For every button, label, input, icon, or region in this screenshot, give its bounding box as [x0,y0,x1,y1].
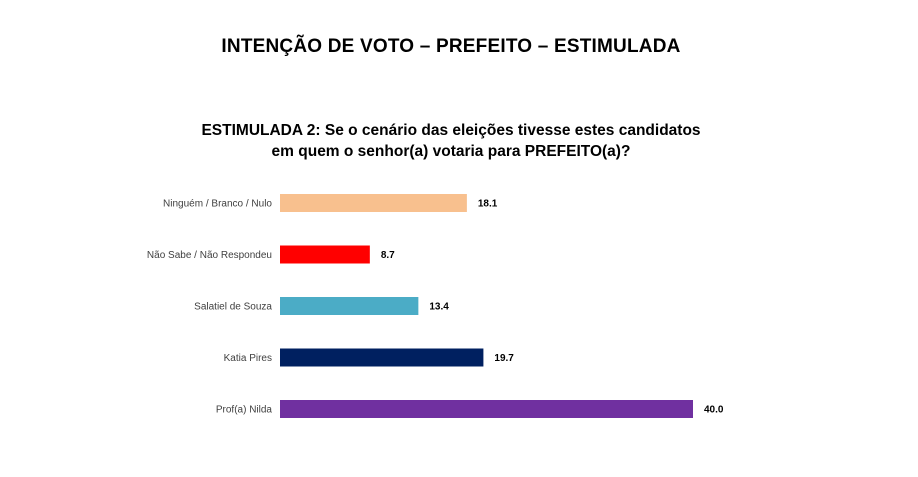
value-label-ninguem-branco-nulo: 18.1 [478,199,498,210]
page-title: INTENÇÃO DE VOTO – PREFEITO – ESTIMULADA [221,36,681,57]
category-label-ninguem-branco-nulo: Ninguém / Branco / Nulo [163,199,272,210]
category-label-katia-pires: Katia Pires [224,353,272,364]
category-label-nao-sabe-nao-respondeu: Não Sabe / Não Respondeu [147,250,272,261]
value-label-nao-sabe-nao-respondeu: 8.7 [381,250,395,261]
question-line-2: em quem o senhor(a) votaria para PREFEIT… [271,143,631,160]
value-label-salatiel-de-souza: 13.4 [429,302,449,313]
bar-katia-pires [280,348,484,367]
category-label-prof-a-nilda: Prof(a) Nilda [216,405,273,416]
bar-prof-a-nilda [280,400,693,418]
category-label-salatiel-de-souza: Salatiel de Souza [194,302,272,313]
question-line-1: ESTIMULADA 2: Se o cenário das eleições … [201,122,701,139]
value-label-katia-pires: 19.7 [494,353,514,364]
value-label-prof-a-nilda: 40.0 [704,405,724,416]
bar-ninguem-branco-nulo [280,194,467,212]
chart-question: ESTIMULADA 2: Se o cenário das eleições … [0,120,902,162]
bar-nao-sabe-nao-respondeu [280,245,370,264]
bar-salatiel-de-souza [280,297,419,315]
